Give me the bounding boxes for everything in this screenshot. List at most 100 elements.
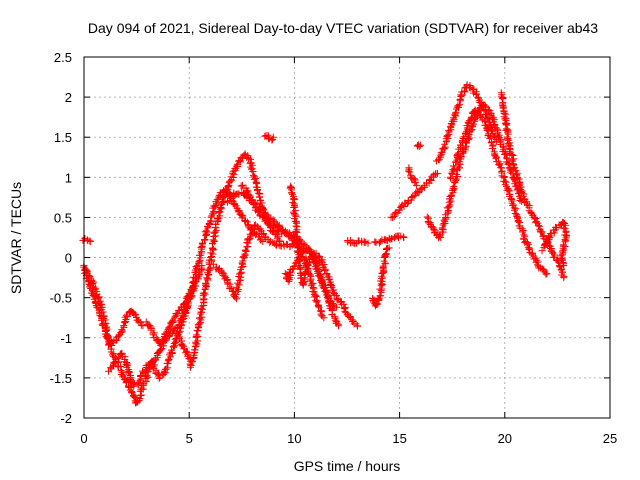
data-point: [169, 342, 177, 350]
data-point: [95, 293, 103, 301]
data-point: [210, 237, 218, 245]
data-point: [239, 212, 247, 220]
data-point: [249, 225, 257, 233]
data-point: [318, 312, 326, 320]
data-point: [332, 303, 340, 311]
data-point: [449, 184, 457, 192]
data-point: [376, 285, 384, 293]
data-point: [332, 292, 340, 300]
data-point: [123, 313, 131, 321]
data-point: [404, 199, 412, 207]
data-point: [502, 120, 510, 128]
data-point: [86, 238, 94, 246]
data-point: [560, 262, 568, 270]
data-point: [210, 260, 218, 268]
data-point: [492, 154, 500, 162]
data-point: [117, 329, 125, 337]
data-point: [369, 296, 377, 304]
data-point: [519, 226, 527, 234]
data-point: [288, 191, 296, 199]
data-point: [558, 268, 566, 276]
data-point: [214, 266, 222, 274]
data-point: [438, 224, 446, 232]
data-point: [510, 206, 518, 214]
data-point: [104, 334, 112, 342]
x-axis-label: GPS time / hours: [294, 458, 401, 474]
data-point: [313, 264, 321, 272]
data-point: [496, 160, 504, 168]
data-point: [217, 204, 225, 212]
data-point: [519, 192, 527, 200]
data-point: [193, 274, 201, 282]
data-point: [136, 395, 144, 403]
data-point: [373, 299, 381, 307]
data-point: [472, 90, 480, 98]
data-point: [514, 218, 522, 226]
data-point: [314, 302, 322, 310]
y-axis-label: SDTVAR / TECUs: [8, 182, 24, 294]
data-point: [211, 203, 219, 211]
data-point: [455, 101, 463, 109]
data-point: [187, 361, 195, 369]
data-point: [171, 335, 179, 343]
data-point: [534, 222, 542, 230]
data-point: [120, 322, 128, 330]
data-point: [224, 182, 232, 190]
data-point: [134, 380, 142, 388]
data-point: [321, 266, 329, 274]
data-point: [532, 217, 540, 225]
data-points: [79, 81, 571, 407]
data-point: [119, 371, 127, 379]
data-point: [382, 251, 390, 259]
y-tick-label: 0: [65, 251, 72, 266]
data-point: [417, 141, 425, 149]
y-tick-label: 1: [65, 170, 72, 185]
data-point: [477, 101, 485, 109]
data-point: [268, 136, 276, 144]
data-point: [340, 304, 348, 312]
x-tick-label: 0: [80, 431, 87, 446]
x-tick-label: 15: [392, 431, 406, 446]
data-point: [193, 331, 201, 339]
data-point: [501, 181, 509, 189]
y-tick-label: -1.5: [50, 371, 72, 386]
data-point: [249, 168, 257, 176]
data-point: [538, 228, 546, 236]
data-point: [449, 162, 457, 170]
data-point: [436, 232, 444, 240]
data-point: [276, 238, 284, 246]
data-point: [99, 308, 107, 316]
data-point: [130, 393, 138, 401]
x-tick-label: 10: [287, 431, 301, 446]
data-point: [183, 347, 191, 355]
data-point: [235, 190, 243, 198]
data-point: [457, 91, 465, 99]
data-point: [406, 168, 414, 176]
data-point: [128, 388, 136, 396]
data-point: [202, 227, 210, 235]
data-point: [437, 149, 445, 157]
y-tick-label: -2: [60, 411, 72, 426]
data-point: [230, 170, 238, 178]
data-point: [505, 141, 513, 149]
data-point: [96, 311, 104, 319]
data-point: [404, 167, 412, 175]
data-point: [118, 327, 126, 335]
data-point: [433, 169, 441, 177]
data-point: [523, 240, 531, 248]
data-point: [560, 274, 568, 282]
data-point: [313, 297, 321, 305]
data-point: [191, 278, 199, 286]
data-point: [320, 314, 328, 322]
data-point: [516, 196, 524, 204]
data-point: [459, 135, 467, 143]
data-point: [423, 213, 431, 221]
data-point: [111, 358, 119, 366]
data-point: [281, 270, 289, 278]
data-point: [290, 262, 298, 270]
data-point: [172, 311, 180, 319]
data-point: [162, 365, 170, 373]
axis-ticks: [83, 56, 611, 419]
chart-title: Day 094 of 2021, Sidereal Day-to-day VTE…: [88, 20, 598, 36]
